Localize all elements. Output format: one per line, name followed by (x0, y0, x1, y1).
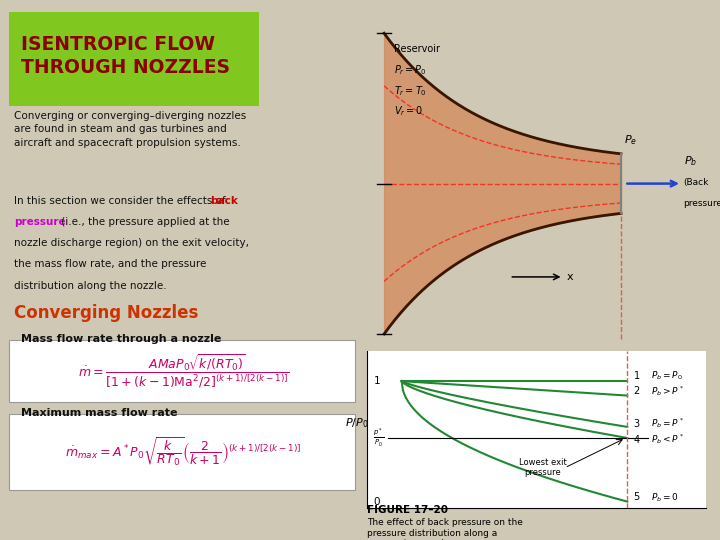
FancyBboxPatch shape (9, 415, 355, 490)
Text: In this section we consider the effects of: In this section we consider the effects … (14, 196, 229, 206)
Text: Maximum mass flow rate: Maximum mass flow rate (22, 408, 178, 417)
Text: 3: 3 (634, 419, 639, 429)
Text: Reservoir: Reservoir (395, 44, 440, 55)
Text: pressure distribution along a: pressure distribution along a (367, 529, 498, 538)
Text: $\dot{m}_{max} = A^*P_0\sqrt{\dfrac{k}{RT_0}}\left(\dfrac{2}{k+1}\right)^{(k+1)/: $\dot{m}_{max} = A^*P_0\sqrt{\dfrac{k}{R… (66, 436, 302, 469)
Text: 4: 4 (634, 435, 639, 445)
Text: $\frac{p^*}{P_0}$: $\frac{p^*}{P_0}$ (374, 427, 384, 449)
Text: pressure: pressure (14, 217, 66, 227)
Text: Lowest exit
pressure: Lowest exit pressure (519, 458, 567, 477)
Text: converging nozzle.: converging nozzle. (367, 539, 453, 540)
Text: Converging or converging–diverging nozzles
are found in steam and gas turbines a: Converging or converging–diverging nozzl… (14, 111, 246, 147)
Text: 1: 1 (634, 370, 639, 381)
Text: The effect of back pressure on the: The effect of back pressure on the (367, 518, 523, 527)
Text: $P_b = P_0$: $P_b = P_0$ (651, 370, 683, 382)
Text: (i.e., the pressure applied at the: (i.e., the pressure applied at the (58, 217, 230, 227)
Text: 0: 0 (374, 497, 380, 507)
Text: FIGURE 17–20: FIGURE 17–20 (367, 505, 448, 515)
Text: nozzle discharge region) on the exit velocity,: nozzle discharge region) on the exit vel… (14, 238, 249, 248)
Text: $P_b < P^*$: $P_b < P^*$ (651, 433, 684, 446)
Text: Mass flow rate through a nozzle: Mass flow rate through a nozzle (22, 334, 222, 343)
Text: distribution along the nozzle.: distribution along the nozzle. (14, 281, 167, 291)
Text: x: x (567, 272, 574, 282)
FancyBboxPatch shape (9, 340, 355, 402)
Text: 5: 5 (634, 492, 640, 502)
Text: ISENTROPIC FLOW
THROUGH NOZZLES: ISENTROPIC FLOW THROUGH NOZZLES (22, 35, 230, 77)
Text: back: back (210, 196, 238, 206)
Text: $\dot{m} = \dfrac{AMaP_0\sqrt{k/(RT_0)}}{[1+(k-1)\mathrm{Ma}^2/2]^{(k+1)/[2(k-1): $\dot{m} = \dfrac{AMaP_0\sqrt{k/(RT_0)}}… (78, 352, 289, 390)
Text: (Back: (Back (683, 178, 709, 187)
Text: Converging Nozzles: Converging Nozzles (14, 305, 199, 322)
Text: $V_r = 0$: $V_r = 0$ (395, 104, 423, 118)
Text: pressure): pressure) (683, 199, 720, 208)
Text: $P_b$: $P_b$ (683, 154, 697, 168)
Text: $P_b > P^*$: $P_b > P^*$ (651, 384, 684, 398)
Text: $P_e$: $P_e$ (624, 133, 637, 147)
FancyBboxPatch shape (9, 12, 259, 106)
Text: $P_r = P_0$: $P_r = P_0$ (395, 63, 427, 77)
Text: $T_r = T_0$: $T_r = T_0$ (395, 84, 427, 98)
Text: 2: 2 (634, 386, 640, 396)
Text: $P_b = P^*$: $P_b = P^*$ (651, 416, 684, 430)
Text: 1: 1 (374, 376, 380, 386)
Text: the mass flow rate, and the pressure: the mass flow rate, and the pressure (14, 259, 207, 269)
Text: $P_b = 0$: $P_b = 0$ (651, 491, 679, 504)
Text: $P/P_0$: $P/P_0$ (346, 416, 369, 430)
